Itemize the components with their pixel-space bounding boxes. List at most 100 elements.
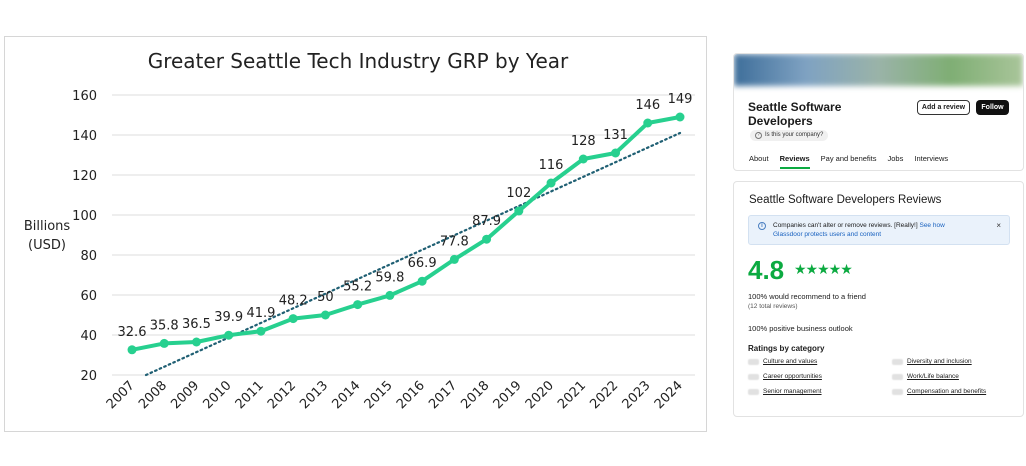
y-tick-layer: 20 40 60 80 100 120 140 160 <box>72 89 97 384</box>
data-point <box>643 118 653 128</box>
x-tick-label: 2024 <box>652 378 686 412</box>
reviews-title: Seattle Software Developers Reviews <box>749 194 942 206</box>
chart-svg: Greater Seattle Tech Industry GRP by Yea… <box>24 49 695 412</box>
tab-reviews[interactable]: Reviews <box>779 154 810 170</box>
notice-box: i Companies can't alter or remove review… <box>748 215 1010 245</box>
data-label-layer: 32.6 35.8 36.5 39.9 41.9 48.2 50 55.259.8 66.977… <box>118 92 693 340</box>
category-score <box>748 388 759 395</box>
tab-jobs[interactable]: Jobs <box>887 154 904 163</box>
data-point <box>482 234 492 244</box>
category-label: Diversity and inclusion <box>907 358 972 365</box>
y-axis-label-line-1: Billions <box>24 219 71 234</box>
y-tick-label: 100 <box>72 209 97 224</box>
category-score <box>748 358 759 365</box>
x-tick-label: 2014 <box>329 378 363 412</box>
tab-interviews[interactable]: Interviews <box>914 154 949 163</box>
y-tick-label: 160 <box>72 89 97 104</box>
notice-message: Companies can't alter or remove reviews.… <box>773 222 918 229</box>
data-label: 35.8 <box>150 318 179 333</box>
category-career-opportunities[interactable]: Career opportunities <box>748 373 822 380</box>
x-tick-label: 2012 <box>265 378 299 412</box>
x-tick-label: 2007 <box>104 378 138 412</box>
category-senior-management[interactable]: Senior management <box>748 388 822 395</box>
y-axis-label-line-2: (USD) <box>28 238 66 253</box>
notice-link[interactable]: See how Glassdoor protects users and con… <box>773 222 945 238</box>
category-compensation-and-benefits[interactable]: Compensation and benefits <box>892 388 986 395</box>
data-label: 77.8 <box>440 234 469 249</box>
data-label: 48.2 <box>279 294 308 309</box>
data-label: 131 <box>603 128 628 143</box>
category-label: Work/Life balance <box>907 373 959 380</box>
data-point <box>449 254 459 264</box>
data-point <box>611 148 621 158</box>
tab-about[interactable]: About <box>749 154 769 163</box>
data-label: 87.9 <box>472 214 501 229</box>
x-tick-label: 2021 <box>555 378 589 412</box>
tab-pay-and-benefits[interactable]: Pay and benefits <box>820 154 877 163</box>
y-tick-label: 80 <box>80 249 97 264</box>
close-icon[interactable]: × <box>996 221 1001 230</box>
category-score <box>892 388 903 395</box>
reviews-card: Seattle Software Developers Reviews i Co… <box>733 181 1024 417</box>
data-point <box>191 337 201 347</box>
x-tick-label: 2019 <box>491 378 525 412</box>
y-tick-label: 40 <box>80 329 97 344</box>
outlook-text: 100% positive business outlook <box>748 324 853 333</box>
x-tick-label: 2016 <box>394 378 428 412</box>
category-culture-and-values[interactable]: Culture and values <box>748 358 817 365</box>
x-tick-label: 2010 <box>201 378 235 412</box>
y-tick-label: 120 <box>72 169 97 184</box>
y-tick-label: 20 <box>80 369 97 384</box>
category-label: Career opportunities <box>763 373 822 380</box>
x-tick-layer: 2007200820092010201120122013201420152016… <box>104 378 686 412</box>
x-tick-label: 2009 <box>168 378 202 412</box>
data-point <box>417 276 427 286</box>
data-point <box>385 290 395 300</box>
data-point <box>288 314 298 324</box>
cover-image <box>734 54 1023 86</box>
category-diversity-and-inclusion[interactable]: Diversity and inclusion <box>892 358 972 365</box>
x-tick-label: 2023 <box>620 378 654 412</box>
claim-company-link[interactable]: ? Is this your company? <box>750 130 829 141</box>
x-tick-label: 2018 <box>458 378 492 412</box>
data-point <box>159 338 169 348</box>
data-point <box>514 206 524 216</box>
x-tick-label: 2013 <box>297 378 331 412</box>
data-point <box>256 326 266 336</box>
add-review-button[interactable]: Add a review <box>917 100 970 115</box>
data-point <box>224 330 234 340</box>
category-score <box>892 373 903 380</box>
info-icon: i <box>758 222 766 230</box>
help-icon: ? <box>755 132 762 139</box>
data-point <box>353 300 363 310</box>
total-reviews: (12 total reviews) <box>748 303 798 310</box>
data-point <box>127 345 137 355</box>
chart-title: Greater Seattle Tech Industry GRP by Yea… <box>148 49 569 73</box>
data-label: 149 <box>668 92 693 107</box>
x-tick-label: 2008 <box>136 378 170 412</box>
overall-rating: 4.8 <box>748 255 785 285</box>
follow-button[interactable]: Follow <box>976 100 1009 115</box>
category-label: Senior management <box>763 388 822 395</box>
data-point <box>675 112 685 122</box>
data-point <box>320 310 330 320</box>
x-tick-label: 2022 <box>587 378 621 412</box>
chart-card: Greater Seattle Tech Industry GRP by Yea… <box>4 36 707 432</box>
x-tick-label: 2017 <box>426 378 460 412</box>
category-work-life-balance[interactable]: Work/Life balance <box>892 373 959 380</box>
star-rating-icon: ★★★★★ <box>794 261 853 277</box>
series-line <box>130 115 682 352</box>
data-point <box>546 178 556 188</box>
company-name[interactable]: Seattle Software Developers <box>748 100 842 128</box>
data-label: 66.9 <box>408 256 437 271</box>
line-layer <box>130 115 682 352</box>
claim-company-text: Is this your company? <box>765 132 824 138</box>
y-tick-label: 140 <box>72 129 97 144</box>
data-label: 55.2 <box>343 280 372 295</box>
data-label: 116 <box>539 158 564 173</box>
point-layer <box>127 112 685 355</box>
data-label: 102 <box>506 186 531 201</box>
data-label: 59.8 <box>375 270 404 285</box>
data-label: 36.5 <box>182 317 211 332</box>
grid-layer <box>112 94 695 376</box>
